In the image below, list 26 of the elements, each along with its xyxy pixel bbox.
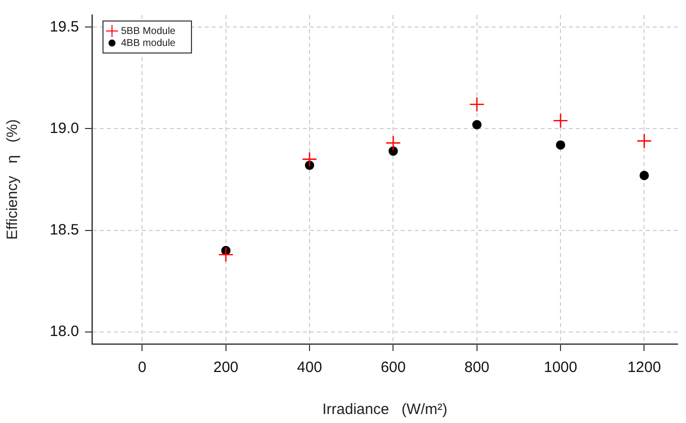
point: [636, 133, 652, 149]
x-tick-label: 200: [213, 359, 238, 376]
x-tick-label: 1000: [544, 359, 578, 376]
x-tick-label: 600: [380, 359, 406, 376]
legend-label: 5BB Module: [121, 26, 176, 37]
y-tick-label: 19.5: [50, 18, 79, 36]
point: [472, 120, 482, 130]
point: [552, 112, 568, 128]
point: [640, 170, 649, 180]
x-tick-label: 400: [297, 359, 322, 376]
y-tick-label: 18.0: [50, 322, 79, 340]
point: [302, 152, 318, 167]
x-tick-label: 0: [138, 359, 146, 376]
point: [386, 135, 401, 151]
y-tick-label: 18.5: [50, 221, 79, 238]
x-tick-label: 1200: [628, 359, 661, 376]
y-tick-label: 19.0: [50, 120, 79, 137]
legend-label: 4BB module: [121, 38, 176, 49]
point: [469, 96, 485, 112]
point: [556, 140, 566, 150]
x-tick-label: 800: [464, 359, 490, 376]
y-axis-title: Efficiency η (%): [4, 119, 22, 240]
point: [218, 246, 234, 262]
x-axis-title: Irradiance (W/m²): [322, 401, 448, 418]
point: [388, 146, 398, 156]
point: [304, 160, 314, 170]
